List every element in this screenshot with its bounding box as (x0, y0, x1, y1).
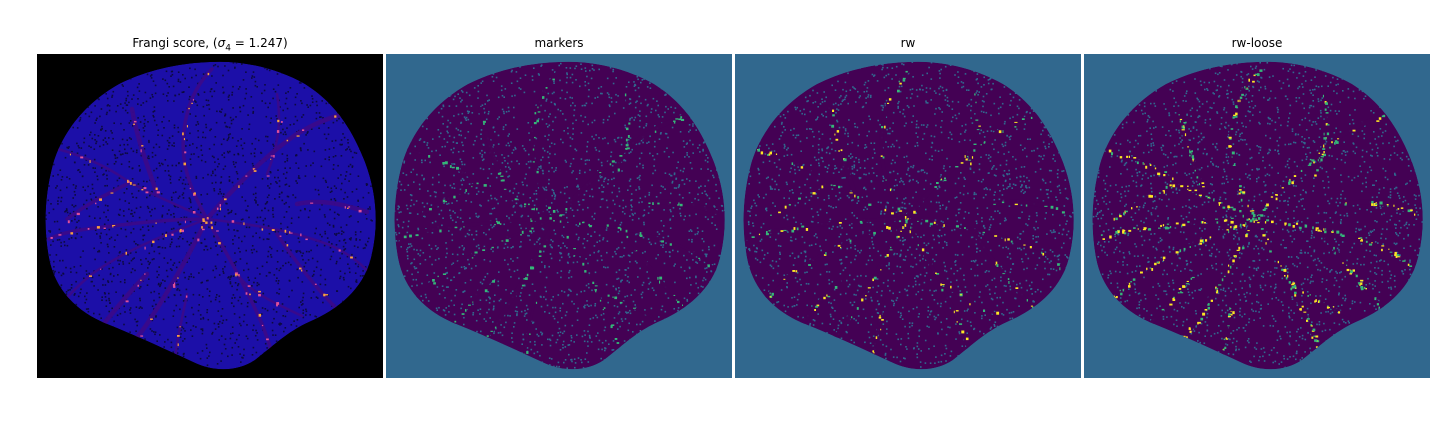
panel-title-frangi: Frangi score, (σ4 = 1.247) (37, 36, 383, 53)
frangi-score-image (37, 54, 383, 378)
title-subscript: 4 (225, 43, 231, 54)
panel-title-markers: markers (534, 36, 584, 50)
panel-title-rw-loose: rw-loose (1231, 36, 1283, 50)
title-prefix: Frangi score, ( (132, 36, 218, 50)
rw-loose-canvas (1084, 54, 1430, 378)
title-suffix: = 1.247) (230, 36, 288, 50)
rw-image (735, 54, 1081, 378)
rw-loose-image (1084, 54, 1430, 378)
rw-canvas (735, 54, 1081, 378)
title-symbol: σ (217, 36, 226, 50)
markers-canvas (386, 54, 732, 378)
markers-image (386, 54, 732, 378)
frangi-score-canvas (37, 54, 383, 378)
panel-title-rw: rw (900, 36, 916, 50)
